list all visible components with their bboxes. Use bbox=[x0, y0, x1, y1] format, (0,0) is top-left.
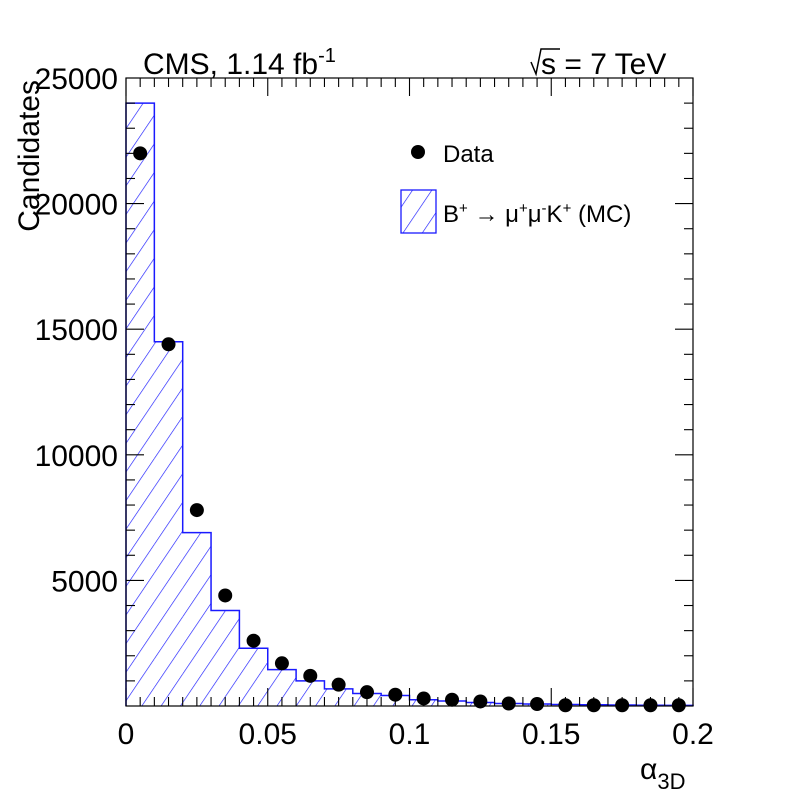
x-tick-label-0: 0 bbox=[118, 718, 135, 751]
svg-text:s = 7 TeV: s = 7 TeV bbox=[541, 48, 666, 81]
x-tick-label-2: 0.1 bbox=[389, 718, 431, 751]
axis-ticks bbox=[125, 77, 694, 707]
mc-bin-1 bbox=[154, 341, 183, 706]
x-tick-label-3: 0.15 bbox=[522, 718, 580, 751]
data-point-6 bbox=[303, 668, 318, 683]
mc-bin-3 bbox=[211, 610, 240, 706]
data-point-1 bbox=[161, 337, 176, 352]
legend-data-marker bbox=[411, 145, 425, 159]
data-point-4 bbox=[246, 633, 261, 648]
data-point-0 bbox=[133, 146, 148, 161]
data-point-7 bbox=[331, 677, 346, 692]
y-tick-label-0: 5000 bbox=[51, 565, 118, 598]
data-point-8 bbox=[359, 685, 374, 700]
legend-mc-label: B+ → μ+μ-K+ (MC) bbox=[443, 200, 631, 228]
x-axis-subscript: 3D bbox=[657, 769, 685, 794]
luminosity-exponent: -1 bbox=[318, 45, 336, 67]
y-tick-label-4: 25000 bbox=[35, 63, 118, 96]
legend-data-label: Data bbox=[443, 141, 494, 168]
y-tick-label-1: 10000 bbox=[35, 440, 118, 473]
data-point-5 bbox=[274, 656, 289, 671]
data-point-9 bbox=[388, 687, 403, 702]
x-axis-title: α3D bbox=[640, 753, 685, 794]
data-points bbox=[133, 146, 686, 713]
x-tick-label-4: 0.2 bbox=[672, 718, 714, 751]
x-tick-labels: 0 0.05 0.1 0.15 0.2 bbox=[118, 718, 714, 751]
legend: Data B+ → μ+μ-K+ (MC) bbox=[400, 141, 631, 234]
x-tick-label-1: 0.05 bbox=[239, 718, 297, 751]
data-point-3 bbox=[218, 588, 233, 603]
y-axis-title: Candidates bbox=[13, 80, 46, 232]
y-tick-label-3: 20000 bbox=[35, 189, 118, 222]
y-tick-label-2: 15000 bbox=[35, 314, 118, 347]
data-point-2 bbox=[189, 503, 204, 518]
energy-label: s = 7 TeV bbox=[530, 48, 666, 81]
mc-bin-4 bbox=[239, 648, 268, 706]
sqrt-icon bbox=[530, 48, 560, 77]
mc-bin-2 bbox=[182, 532, 212, 706]
y-tick-labels: 5000 10000 15000 20000 25000 bbox=[35, 63, 118, 598]
legend-mc-swatch bbox=[400, 189, 437, 234]
experiment-label: CMS, 1.14 fb-1 bbox=[143, 45, 336, 81]
